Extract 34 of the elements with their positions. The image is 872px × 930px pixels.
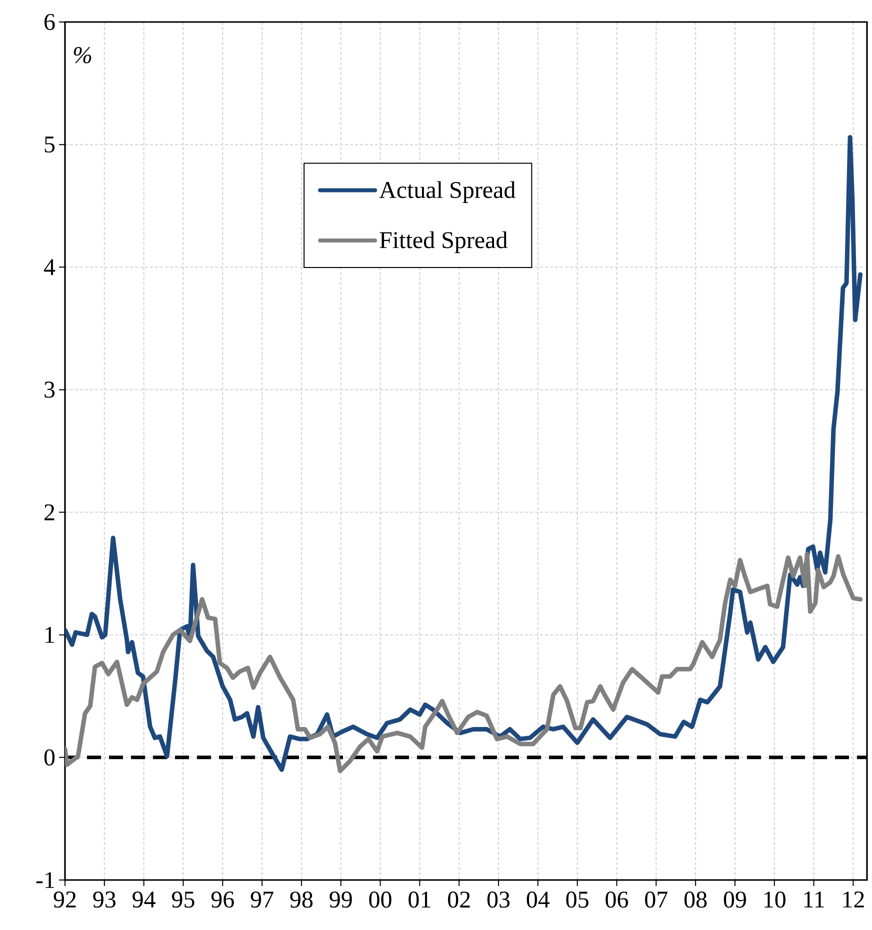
x-tick-label: 04 <box>526 892 550 908</box>
x-tick-label: 07 <box>645 892 668 908</box>
x-tick-label: 94 <box>132 892 156 908</box>
x-tick-label: 11 <box>804 892 824 908</box>
x-tick-label: 95 <box>172 892 194 908</box>
x-tick-label: 99 <box>330 892 352 908</box>
x-tick-label: 06 <box>606 892 628 908</box>
x-tick-label: 96 <box>211 892 234 908</box>
x-tick-label: 03 <box>487 892 510 908</box>
y-tick-label: 5 <box>44 136 55 153</box>
x-tick-label: 08 <box>684 892 707 908</box>
line-series <box>65 552 863 774</box>
legend-label: Actual Spread <box>379 181 516 203</box>
x-tick-label: 12 <box>843 892 864 908</box>
x-tick-label: 09 <box>724 892 746 908</box>
y-tick-label: 3 <box>44 382 55 398</box>
x-tick-label: 01 <box>408 892 430 908</box>
x-tick-label: 10 <box>764 892 786 908</box>
y-tick-label: 1 <box>46 626 54 643</box>
y-tick-label: 0 <box>44 749 55 766</box>
y-tick-label: -1 <box>36 872 54 888</box>
x-tick-label: 97 <box>250 892 274 908</box>
line-series <box>65 134 863 772</box>
x-tick-label: 98 <box>290 892 313 908</box>
x-tick-label: 92 <box>54 892 76 908</box>
y-axis-title: % <box>74 46 92 64</box>
x-tick-label: 02 <box>448 892 470 908</box>
x-tick-label: 05 <box>566 892 588 908</box>
legend-label: Fitted Spread <box>380 231 508 254</box>
y-tick-label: 2 <box>44 504 54 520</box>
x-tick-label: 00 <box>369 892 392 908</box>
x-tick-label: 93 <box>93 892 116 908</box>
y-tick-label: 4 <box>44 259 56 276</box>
y-tick-label: 6 <box>44 14 55 30</box>
